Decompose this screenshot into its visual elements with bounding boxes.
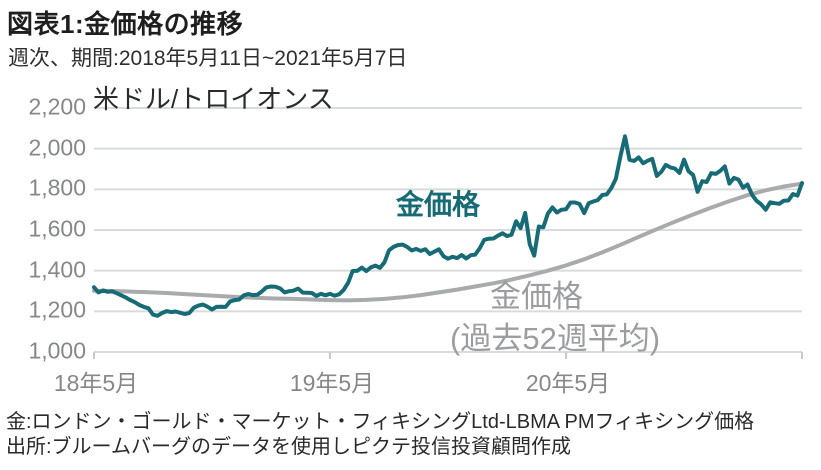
- y-tick-label: 1,400: [28, 256, 86, 283]
- y-tick-label: 1,600: [28, 215, 86, 242]
- x-tick-label: 20年5月: [525, 370, 611, 396]
- source-note-bloomberg: 出所:ブルームバーグのデータを使用しピクテ投信投資顧問作成: [6, 436, 571, 458]
- gold-price-line: [92, 134, 804, 318]
- series-label-moving-average-line1: 金価格: [490, 279, 583, 314]
- x-tick-label: 19年5月: [289, 370, 375, 396]
- series-label-gold-price: 金価格: [396, 189, 481, 220]
- y-tick-label: 2,200: [28, 93, 86, 120]
- series-label-moving-average-line2: (過去52週平均): [450, 321, 661, 356]
- y-axis-unit-label: 米ドル/トロイオンス: [93, 84, 334, 114]
- chart-subtitle-period: 週次、期間:2018年5月11日~2021年5月7日: [8, 47, 408, 70]
- y-tick-label: 1,800: [28, 174, 86, 201]
- y-tick-label: 1,200: [28, 296, 86, 323]
- y-tick-label: 1,000: [28, 337, 86, 364]
- y-tick-label: 2,000: [28, 134, 86, 161]
- x-tick-label: 18年5月: [53, 370, 139, 396]
- page-title: 図表1:金価格の推移: [7, 9, 244, 39]
- source-note-gold-fixing: 金:ロンドン・ゴールド・マーケット・フィキシングLtd-LBMA PMフィキシン…: [6, 411, 755, 433]
- moving-average-line: [92, 181, 804, 303]
